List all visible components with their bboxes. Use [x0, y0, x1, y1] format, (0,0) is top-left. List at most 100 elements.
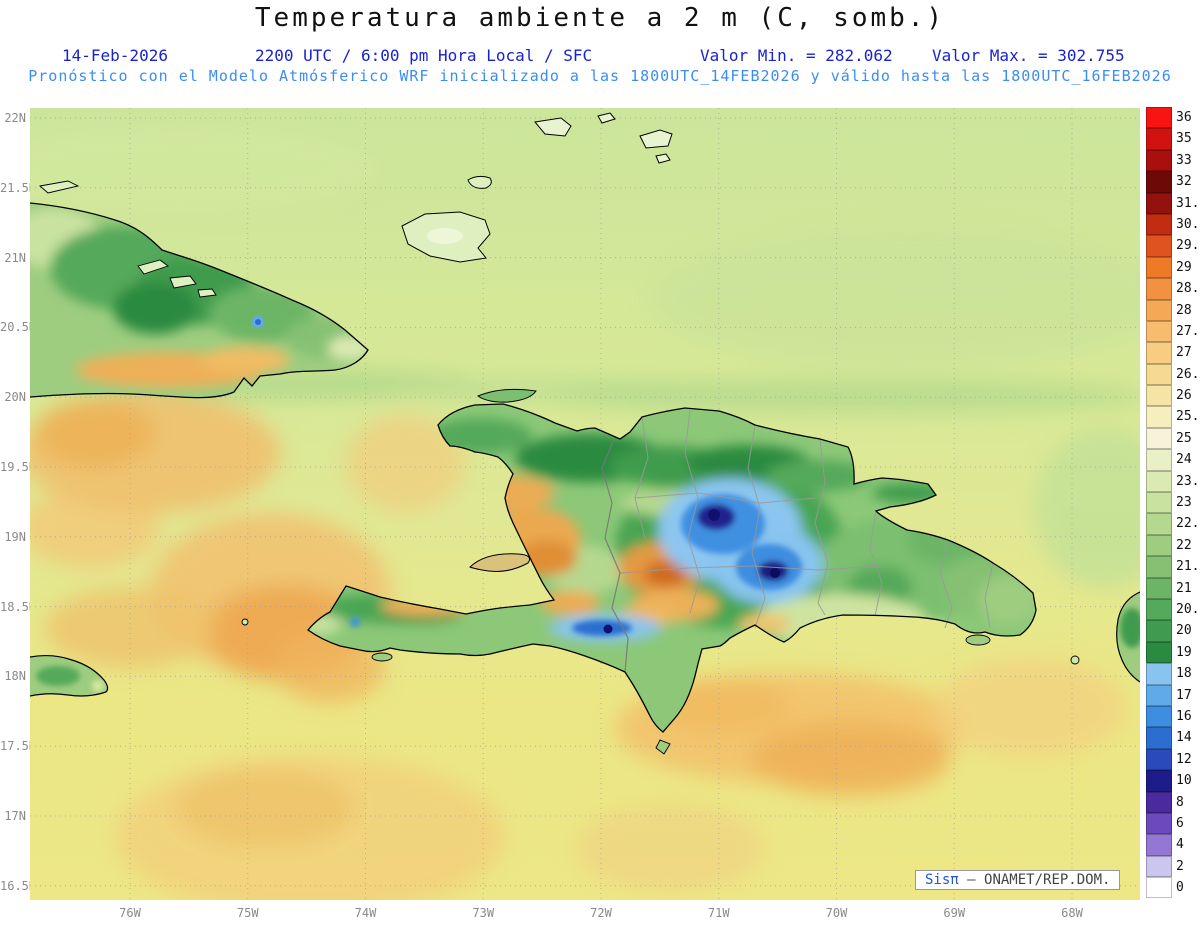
colorbar-entry: 14 [1146, 727, 1200, 749]
colorbar-value: 10 [1176, 773, 1192, 789]
colorbar-entry: 28 [1146, 299, 1200, 321]
colorbar-value: 28 [1176, 302, 1192, 318]
colorbar: 3635333231.530.729.72928.52827.52726.526… [1146, 107, 1200, 899]
grid-lines [30, 108, 1140, 900]
colorbar-entry: 29.7 [1146, 235, 1200, 257]
colorbar-entry: 22.5 [1146, 513, 1200, 535]
colorbar-entry: 23.5 [1146, 470, 1200, 493]
colorbar-value: 27 [1176, 345, 1192, 361]
lon-tick-label: 73W [472, 906, 495, 920]
colorbar-value: 25 [1176, 430, 1192, 446]
lon-tick-label: 72W [590, 906, 612, 920]
colorbar-entry: 21.5 [1146, 556, 1200, 578]
colorbar-swatch [1146, 748, 1172, 771]
puerto-rico-landmass [1116, 592, 1140, 682]
map-area [0, 108, 1175, 916]
colorbar-value: 26.5 [1176, 366, 1200, 382]
colorbar-value: 31.5 [1176, 195, 1200, 211]
value-min: Valor Min. = 282.062 [700, 46, 893, 65]
lat-tick-label: 18.5N [0, 599, 37, 614]
colorbar-entry: 30.7 [1146, 213, 1200, 236]
tortuga-island [476, 388, 537, 403]
colorbar-swatch [1146, 598, 1172, 621]
colorbar-value: 2 [1176, 858, 1184, 874]
model-init-line: Pronóstico con el Modelo Atmósferico WRF… [28, 67, 1172, 85]
mona-island [1070, 655, 1080, 665]
colorbar-entry: 25 [1146, 427, 1200, 450]
colorbar-value: 18 [1176, 666, 1192, 682]
page-title: Temperatura ambiente a 2 m (C, somb.) [254, 3, 946, 33]
colorbar-entry: 26.5 [1146, 363, 1200, 386]
colorbar-entry: 33 [1146, 149, 1200, 172]
colorbar-swatch [1146, 534, 1172, 557]
colorbar-entry: 10 [1146, 770, 1200, 792]
colorbar-value: 20.5 [1176, 601, 1200, 617]
province-boundaries [619, 409, 994, 629]
colorbar-swatch [1146, 427, 1172, 450]
sea-temperature-blobs [0, 123, 1175, 916]
colorbar-swatch [1146, 320, 1172, 343]
colorbar-value: 26 [1176, 388, 1192, 404]
ile-a-vache-island [371, 652, 393, 662]
colorbar-entry: 12 [1146, 748, 1200, 771]
colorbar-value: 21 [1176, 580, 1192, 596]
colorbar-entry: 20.5 [1146, 598, 1200, 621]
value-max: Valor Max. = 302.755 [932, 46, 1125, 65]
colorbar-swatch [1146, 834, 1172, 856]
great-inagua-island [401, 211, 491, 263]
lon-tick-label: 74W [354, 906, 377, 920]
lat-tick-label: 19N [4, 529, 26, 544]
gonave-island [469, 553, 531, 572]
colorbar-swatch [1146, 577, 1172, 599]
colorbar-swatch [1146, 770, 1172, 792]
colorbar-entry: 18 [1146, 663, 1200, 685]
temperature-map [0, 108, 1175, 916]
beata-island [655, 739, 671, 755]
colorbar-value: 21.5 [1176, 559, 1200, 575]
lon-tick-label: 75W [236, 906, 259, 920]
colorbar-value: 23 [1176, 495, 1192, 511]
lat-tick-label: 18N [4, 669, 26, 684]
little-inagua-island [467, 175, 492, 189]
hispaniola-coastline [307, 403, 1037, 733]
colorbar-entry: 4 [1146, 834, 1200, 856]
colorbar-swatch [1146, 363, 1172, 386]
colorbar-entry: 26 [1146, 385, 1200, 407]
colorbar-entry: 19 [1146, 641, 1200, 664]
colorbar-entry: 0 [1146, 877, 1200, 899]
colorbar-swatch [1146, 278, 1172, 300]
colorbar-swatch [1146, 256, 1172, 279]
haiti-dr-border [601, 438, 629, 673]
colorbar-swatch [1146, 449, 1172, 471]
lat-tick-label: 16.5N [0, 878, 37, 893]
colorbar-value: 17 [1176, 687, 1192, 703]
saona-island [965, 634, 991, 646]
colorbar-value: 30.7 [1176, 216, 1200, 232]
lat-tick-label: 17.5N [0, 739, 37, 754]
colorbar-value: 22 [1176, 537, 1192, 553]
lon-tick-label: 70W [825, 906, 848, 920]
colorbar-swatch [1146, 620, 1172, 642]
colorbar-swatch [1146, 812, 1172, 835]
colorbar-value: 35 [1176, 131, 1192, 147]
lon-tick-label: 68W [1061, 906, 1083, 920]
colorbar-value: 22.5 [1176, 516, 1200, 532]
puerto-rico-coast [1116, 591, 1141, 683]
colorbar-value: 0 [1176, 880, 1184, 896]
colorbar-swatch [1146, 342, 1172, 364]
colorbar-entry: 35 [1146, 128, 1200, 150]
colorbar-swatch [1146, 470, 1172, 493]
colorbar-swatch [1146, 727, 1172, 749]
colorbar-value: 28.5 [1176, 281, 1200, 297]
colorbar-value: 12 [1176, 751, 1192, 767]
colorbar-value: 8 [1176, 794, 1184, 810]
colorbar-swatch [1146, 128, 1172, 150]
colorbar-entry: 31.5 [1146, 192, 1200, 214]
brand-name: Sisπ [925, 872, 959, 888]
colorbar-swatch [1146, 171, 1172, 193]
colorbar-swatch [1146, 385, 1172, 407]
colorbar-swatch [1146, 299, 1172, 321]
colorbar-value: 23.5 [1176, 473, 1200, 489]
colorbar-entry: 16 [1146, 705, 1200, 728]
